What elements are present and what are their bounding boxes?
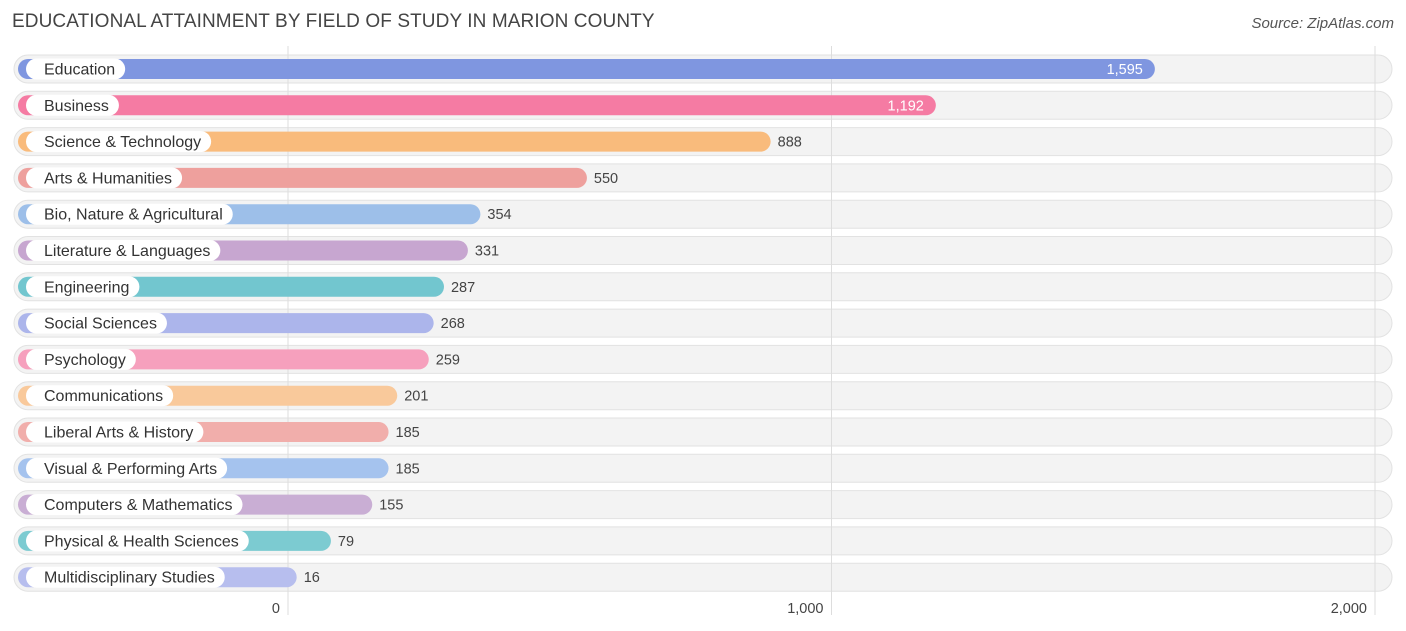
bar-label-pill xyxy=(26,312,167,334)
value-label: 79 xyxy=(338,534,354,550)
bar-label: Communications xyxy=(44,388,163,405)
bar-row: Physical & Health Sciences 79 xyxy=(18,530,354,552)
bar-label: Education xyxy=(44,62,115,79)
bar-label-pill xyxy=(26,457,228,479)
bar-label-pill xyxy=(26,58,126,80)
value-label: 354 xyxy=(487,207,511,223)
value-label: 287 xyxy=(451,280,475,296)
bar-label-pill xyxy=(26,530,249,552)
x-tick-label: 0 xyxy=(272,601,280,617)
bar-label: Psychology xyxy=(44,352,126,369)
bar-row: Liberal Arts & History 185 xyxy=(18,421,420,443)
bar-row: Multidisciplinary Studies 16 xyxy=(18,566,320,588)
value-label: 155 xyxy=(379,498,403,514)
bar-label: Business xyxy=(44,98,109,115)
value-label: 1,192 xyxy=(888,98,924,114)
bar-label: Arts & Humanities xyxy=(44,170,172,187)
bar-row: Psychology 259 xyxy=(18,348,460,370)
bar-row: Business 1,192 xyxy=(18,94,936,116)
value-label: 185 xyxy=(396,461,420,477)
bar-label: Visual & Performing Arts xyxy=(44,461,217,478)
bar-row: Literature & Languages 331 xyxy=(18,240,499,261)
value-label: 259 xyxy=(436,352,460,368)
bar xyxy=(18,95,936,116)
bar-label: Physical & Health Sciences xyxy=(44,533,239,550)
bar-row: Social Sciences 268 xyxy=(18,312,465,334)
bar-label: Bio, Nature & Agricultural xyxy=(44,207,223,224)
bar-label: Social Sciences xyxy=(44,316,157,333)
bar-label-pill xyxy=(26,385,174,407)
value-label: 201 xyxy=(404,389,428,405)
bar-row: Bio, Nature & Agricultural 354 xyxy=(18,203,512,225)
value-label: 185 xyxy=(396,425,420,441)
value-label: 16 xyxy=(304,570,320,586)
bar-row: Communications 201 xyxy=(18,385,428,407)
row-track xyxy=(13,562,1393,592)
x-tick-label: 2,000 xyxy=(1331,601,1367,617)
bar xyxy=(18,59,1155,79)
bar-label: Multidisciplinary Studies xyxy=(44,570,215,587)
bar-label-pill xyxy=(26,421,204,443)
bar-label-pill xyxy=(26,167,183,189)
bar-label: Literature & Languages xyxy=(44,243,210,260)
value-label: 1,595 xyxy=(1107,62,1143,78)
bar-row: Computers & Mathematics 155 xyxy=(18,494,403,516)
bar-row: Arts & Humanities 550 xyxy=(18,167,618,189)
bar-label-pill xyxy=(26,566,225,588)
bar-label-pill xyxy=(26,348,136,370)
bar-label-pill xyxy=(26,131,212,153)
chart-title: EDUCATIONAL ATTAINMENT BY FIELD OF STUDY… xyxy=(12,11,655,32)
bar-row: Visual & Performing Arts 185 xyxy=(18,457,420,479)
bar-label: Engineering xyxy=(44,279,129,296)
ticks-layer: 0 1,000 2,000 xyxy=(272,601,1367,617)
bar-label-pill xyxy=(26,203,233,225)
bar-row: Science & Technology 888 xyxy=(18,131,802,153)
bar-label: Liberal Arts & History xyxy=(44,425,193,442)
bar-row: Education 1,595 xyxy=(18,58,1155,80)
value-label: 888 xyxy=(778,135,802,151)
row-track xyxy=(13,526,1393,556)
x-tick-label: 1,000 xyxy=(787,601,823,617)
bar-label-pill xyxy=(26,494,243,516)
bar-label: Science & Technology xyxy=(44,134,201,151)
bar-label: Computers & Mathematics xyxy=(44,497,233,514)
bar-label-pill xyxy=(26,276,140,298)
value-label: 268 xyxy=(441,316,465,332)
bars-layer: Education 1,595 Business 1,192 Science & Tec… xyxy=(18,58,1155,588)
bar-label-pill xyxy=(26,240,221,261)
source-label: Source: ZipAtlas.com xyxy=(1251,15,1394,32)
bar-label-pill xyxy=(26,94,119,116)
value-label: 550 xyxy=(594,171,618,187)
value-label: 331 xyxy=(475,244,499,260)
bar-row: Engineering 287 xyxy=(18,276,475,298)
